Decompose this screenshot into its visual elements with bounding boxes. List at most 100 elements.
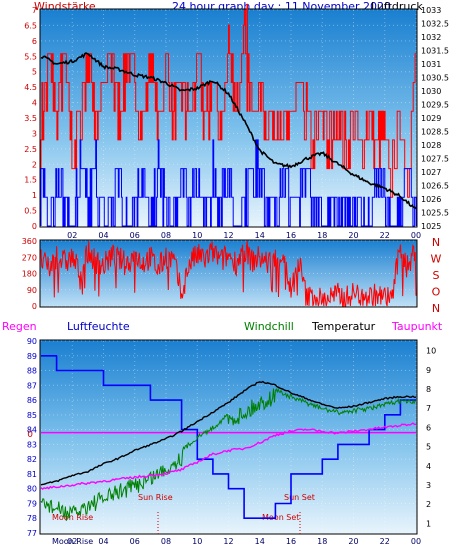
legend-temperatur: Temperatur [311,320,376,333]
pressure-axis-tick: 1029.5 [421,101,449,110]
sun-rise-label: Sun Rise [138,493,173,502]
humidity-axis-tick: 86 [27,396,37,405]
pressure-axis-tick: 1032 [421,33,441,42]
bottom-hour-tick: 22 [380,537,390,546]
top-hour-tick: 00 [411,231,421,240]
humidity-axis-tick: 90 [27,337,37,346]
temperature-series [40,380,417,486]
humidity-axis-tick: 82 [27,455,37,464]
pressure-axis-tick: 1033 [421,6,441,15]
pressure-axis-tick: 1025.5 [421,209,449,218]
bottom-hour-tick: 18 [317,537,327,546]
temperature-axis-tick: 8 [426,385,431,394]
moon-rise-label: Moon Rise [52,513,93,522]
bottom-hour-tick: 08 [161,537,171,546]
wind-speed-series [40,9,416,226]
humidity-axis-tick: 78 [27,514,37,523]
temperature-axis-tick: 2 [426,500,431,509]
humidity-axis-tick: 89 [27,352,37,361]
legend-luftfeuchte: Luftfeuchte [67,320,130,333]
top-hour-tick: 06 [130,231,140,240]
wind-axis-tick: 4 [32,99,37,108]
temperature-axis-tick: 10 [426,347,436,356]
humidity-series [41,354,416,520]
pressure-axis-tick: 1031 [421,60,441,69]
humidity-axis-tick: 81 [27,470,37,479]
direction-compass-letter: N [432,302,440,315]
rain-zero-label: 0 [27,430,33,440]
temperature-axis-tick: 3 [426,481,431,490]
temperature-axis-tick: 9 [426,366,431,375]
bottom-hour-tick: 16 [286,537,296,546]
windchill-series [40,387,417,521]
wind-direction-plot-area [39,239,418,308]
wind-axis-tick: 1.5 [24,176,37,185]
pressure-axis-tick: 1027 [421,168,441,177]
direction-compass-letter: S [433,269,440,282]
wind-axis-tick: 4.5 [24,83,37,92]
top-hour-tick: 10 [192,231,202,240]
bottom-hour-tick: 10 [192,537,202,546]
pressure-axis-tick: 1027.5 [421,155,449,164]
direction-axis-tick: 90 [27,286,37,295]
wind-axis-tick: 6.5 [24,21,37,30]
humidity-axis-tick: 80 [27,485,37,494]
direction-compass-letter: N [432,236,440,249]
bottom-hour-tick: 14 [255,537,265,546]
legend-windchill: Windchill [244,320,294,333]
humidity-axis-tick: 85 [27,411,37,420]
bottom-hour-tick: 06 [130,537,140,546]
wind-axis-tick: 3.5 [24,114,37,123]
top-hour-tick: 08 [161,231,171,240]
top-hour-tick: 12 [223,231,233,240]
wind-axis-tick: 0 [32,222,37,231]
pressure-axis-tick: 1032.5 [421,20,449,29]
pressure-axis-tick: 1025 [421,222,441,231]
pressure-axis-tick: 1030.5 [421,74,449,83]
direction-compass-letter: W [431,253,442,266]
humidity-axis-tick: 84 [27,426,37,435]
top-hour-tick: 18 [317,231,327,240]
wind-direction-series [40,240,417,307]
wind-axis-tick: 2.5 [24,145,37,154]
pressure-axis-tick: 1031.5 [421,47,449,56]
wind-axis-tick: 6 [32,37,37,46]
wind-axis-tick: 3 [32,129,37,138]
wind-axis-tick: 1 [32,191,37,200]
moon-set-label: Moon Set [262,513,299,522]
top-hour-tick: 16 [286,231,296,240]
bottom-hour-tick: 02 [67,537,77,546]
humidity-axis-tick: 88 [27,367,37,376]
wind-axis-tick: 5.5 [24,52,37,61]
legend-regen: Regen [2,320,37,333]
temperature-axis-tick: 1 [426,519,431,528]
temperature-axis-tick: 7 [426,404,431,413]
top-hour-tick: 14 [255,231,265,240]
wind-axis-tick: 5 [32,68,37,77]
pressure-axis-tick: 1026.5 [421,182,449,191]
direction-compass-letter: O [432,286,441,299]
bottom-hour-tick: 12 [223,537,233,546]
top-hour-tick: 02 [67,231,77,240]
pressure-axis-tick: 1026 [421,195,441,204]
wind-axis-tick: 0.5 [24,207,37,216]
humidity-axis-tick: 83 [27,440,37,449]
legend-taupunkt: Taupunkt [391,320,443,333]
bottom-hour-tick: 00 [411,537,421,546]
pressure-axis-tick: 1029 [421,114,441,123]
moon-rise-axis-label: Moon Rise [52,537,93,546]
temperature-axis-tick: 4 [426,462,431,471]
temperature-axis-tick: 5 [426,443,431,452]
bottom-hour-tick: 04 [98,537,108,546]
direction-axis-tick: 270 [22,253,37,262]
humidity-axis-tick: 87 [27,381,37,390]
top-hour-tick: 22 [380,231,390,240]
direction-axis-tick: 360 [22,237,37,246]
pressure-axis-tick: 1028.5 [421,128,449,137]
sun-set-label: Sun Set [284,493,315,502]
wind-axis-tick: 2 [32,160,37,169]
top-hour-tick: 04 [98,231,108,240]
humidity-axis-tick: 77 [27,529,37,538]
